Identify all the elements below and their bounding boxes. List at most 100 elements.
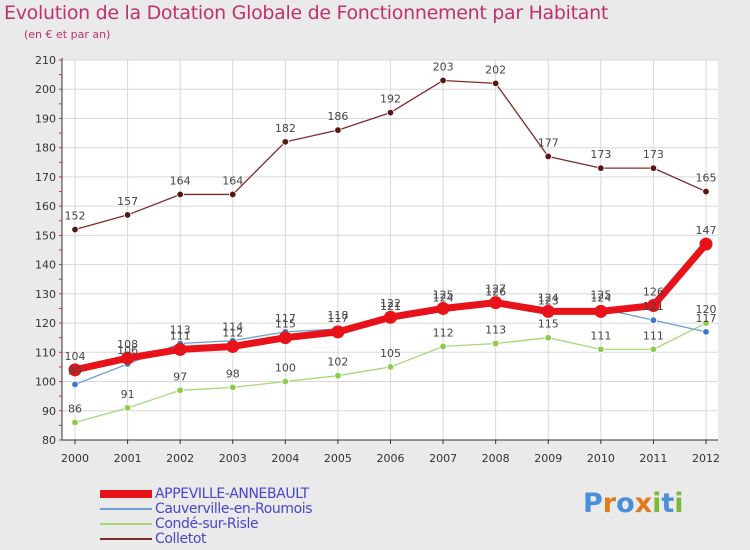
x-tick-label: 2002: [166, 452, 194, 465]
x-tick-label: 2011: [639, 452, 667, 465]
data-label: 99: [68, 364, 82, 377]
y-tick-label: 90: [42, 405, 56, 418]
y-tick-label: 160: [35, 200, 56, 213]
data-label: 121: [643, 300, 664, 313]
data-label: 127: [485, 283, 506, 296]
data-point: [176, 386, 184, 395]
data-label: 125: [590, 288, 611, 301]
data-point: [334, 371, 342, 380]
x-tick-label: 2007: [429, 452, 457, 465]
data-point: [702, 187, 710, 196]
data-point: [334, 126, 342, 134]
data-point: [489, 296, 503, 310]
data-label: 165: [696, 172, 717, 185]
legend-label: Cauverville-en-Roumois: [155, 501, 313, 517]
y-tick-label: 200: [35, 83, 56, 96]
x-tick-label: 2005: [324, 452, 352, 465]
y-tick-label: 120: [35, 317, 56, 330]
chart-title: Evolution de la Dotation Globale de Fonc…: [4, 2, 609, 24]
data-point: [649, 316, 658, 324]
data-label: 152: [65, 210, 86, 223]
data-point: [439, 76, 447, 85]
x-tick-label: 2004: [271, 452, 299, 465]
data-label: 182: [275, 122, 296, 135]
data-label: 117: [327, 312, 348, 325]
x-tick-label: 2009: [534, 452, 562, 465]
data-label: 202: [485, 63, 506, 76]
data-label: 117: [696, 312, 717, 325]
data-point: [491, 339, 500, 348]
logo-letter: o: [616, 488, 635, 519]
data-point: [594, 304, 608, 318]
data-point: [649, 345, 658, 354]
x-tick-label: 2000: [61, 452, 89, 465]
data-label: 124: [538, 291, 559, 304]
logo-letter: x: [634, 488, 653, 519]
data-point: [123, 211, 132, 219]
data-label: 106: [117, 344, 138, 357]
data-label: 113: [485, 324, 506, 337]
data-point: [544, 152, 552, 161]
legend-label: Colletot: [155, 531, 207, 547]
data-label: 186: [327, 110, 348, 123]
data-label: 125: [433, 288, 454, 301]
data-label: 147: [696, 224, 717, 237]
data-point: [176, 190, 184, 199]
logo-letter: i: [674, 488, 684, 519]
data-point: [226, 339, 240, 353]
data-point: [71, 418, 79, 427]
x-tick-label: 2012: [692, 452, 720, 465]
data-point: [281, 377, 290, 386]
data-label: 115: [275, 318, 296, 331]
data-point: [597, 164, 605, 172]
legend-swatch: [100, 508, 152, 510]
data-point: [281, 138, 290, 146]
data-point: [386, 363, 395, 371]
y-tick-label: 100: [35, 376, 56, 389]
data-point: [491, 79, 500, 88]
data-label: 111: [170, 329, 191, 342]
data-point: [173, 342, 187, 356]
y-tick-label: 190: [35, 112, 56, 125]
x-tick-label: 2008: [482, 452, 510, 465]
data-point: [71, 225, 79, 234]
data-label: 114: [222, 321, 243, 334]
data-label: 91: [121, 388, 135, 401]
y-tick-label: 130: [35, 288, 56, 301]
data-point: [384, 310, 397, 324]
data-label: 112: [222, 326, 243, 339]
data-label: 118: [327, 309, 348, 322]
data-label: 108: [117, 338, 138, 351]
data-label: 164: [222, 174, 243, 187]
logo-letter: i: [652, 488, 662, 519]
data-point: [278, 331, 292, 345]
data-label: 123: [538, 294, 559, 307]
legend-swatch: [100, 523, 152, 525]
y-tick-label: 210: [35, 54, 56, 67]
data-point: [699, 237, 713, 251]
logo-letter: P: [583, 488, 603, 519]
data-point: [229, 190, 237, 199]
data-point: [597, 345, 605, 354]
data-label: 173: [643, 148, 664, 161]
data-label: 126: [643, 286, 664, 299]
x-tick-label: 2003: [219, 452, 247, 465]
data-label: 120: [696, 303, 717, 316]
data-label: 203: [433, 60, 454, 73]
logo-letter: t: [661, 488, 675, 519]
data-point: [702, 319, 710, 327]
y-tick-label: 180: [35, 142, 56, 155]
data-label: 121: [380, 300, 401, 313]
data-label: 164: [170, 174, 191, 187]
data-point: [702, 328, 710, 336]
data-label: 113: [170, 324, 191, 337]
data-point: [649, 164, 658, 172]
legend-label: Condé-sur-Risle: [155, 516, 259, 532]
data-label: 111: [590, 329, 611, 342]
data-label: 122: [380, 297, 401, 310]
data-point: [71, 380, 79, 389]
legend-swatch: [100, 538, 152, 540]
data-label: 86: [68, 402, 82, 415]
data-point: [121, 351, 135, 365]
